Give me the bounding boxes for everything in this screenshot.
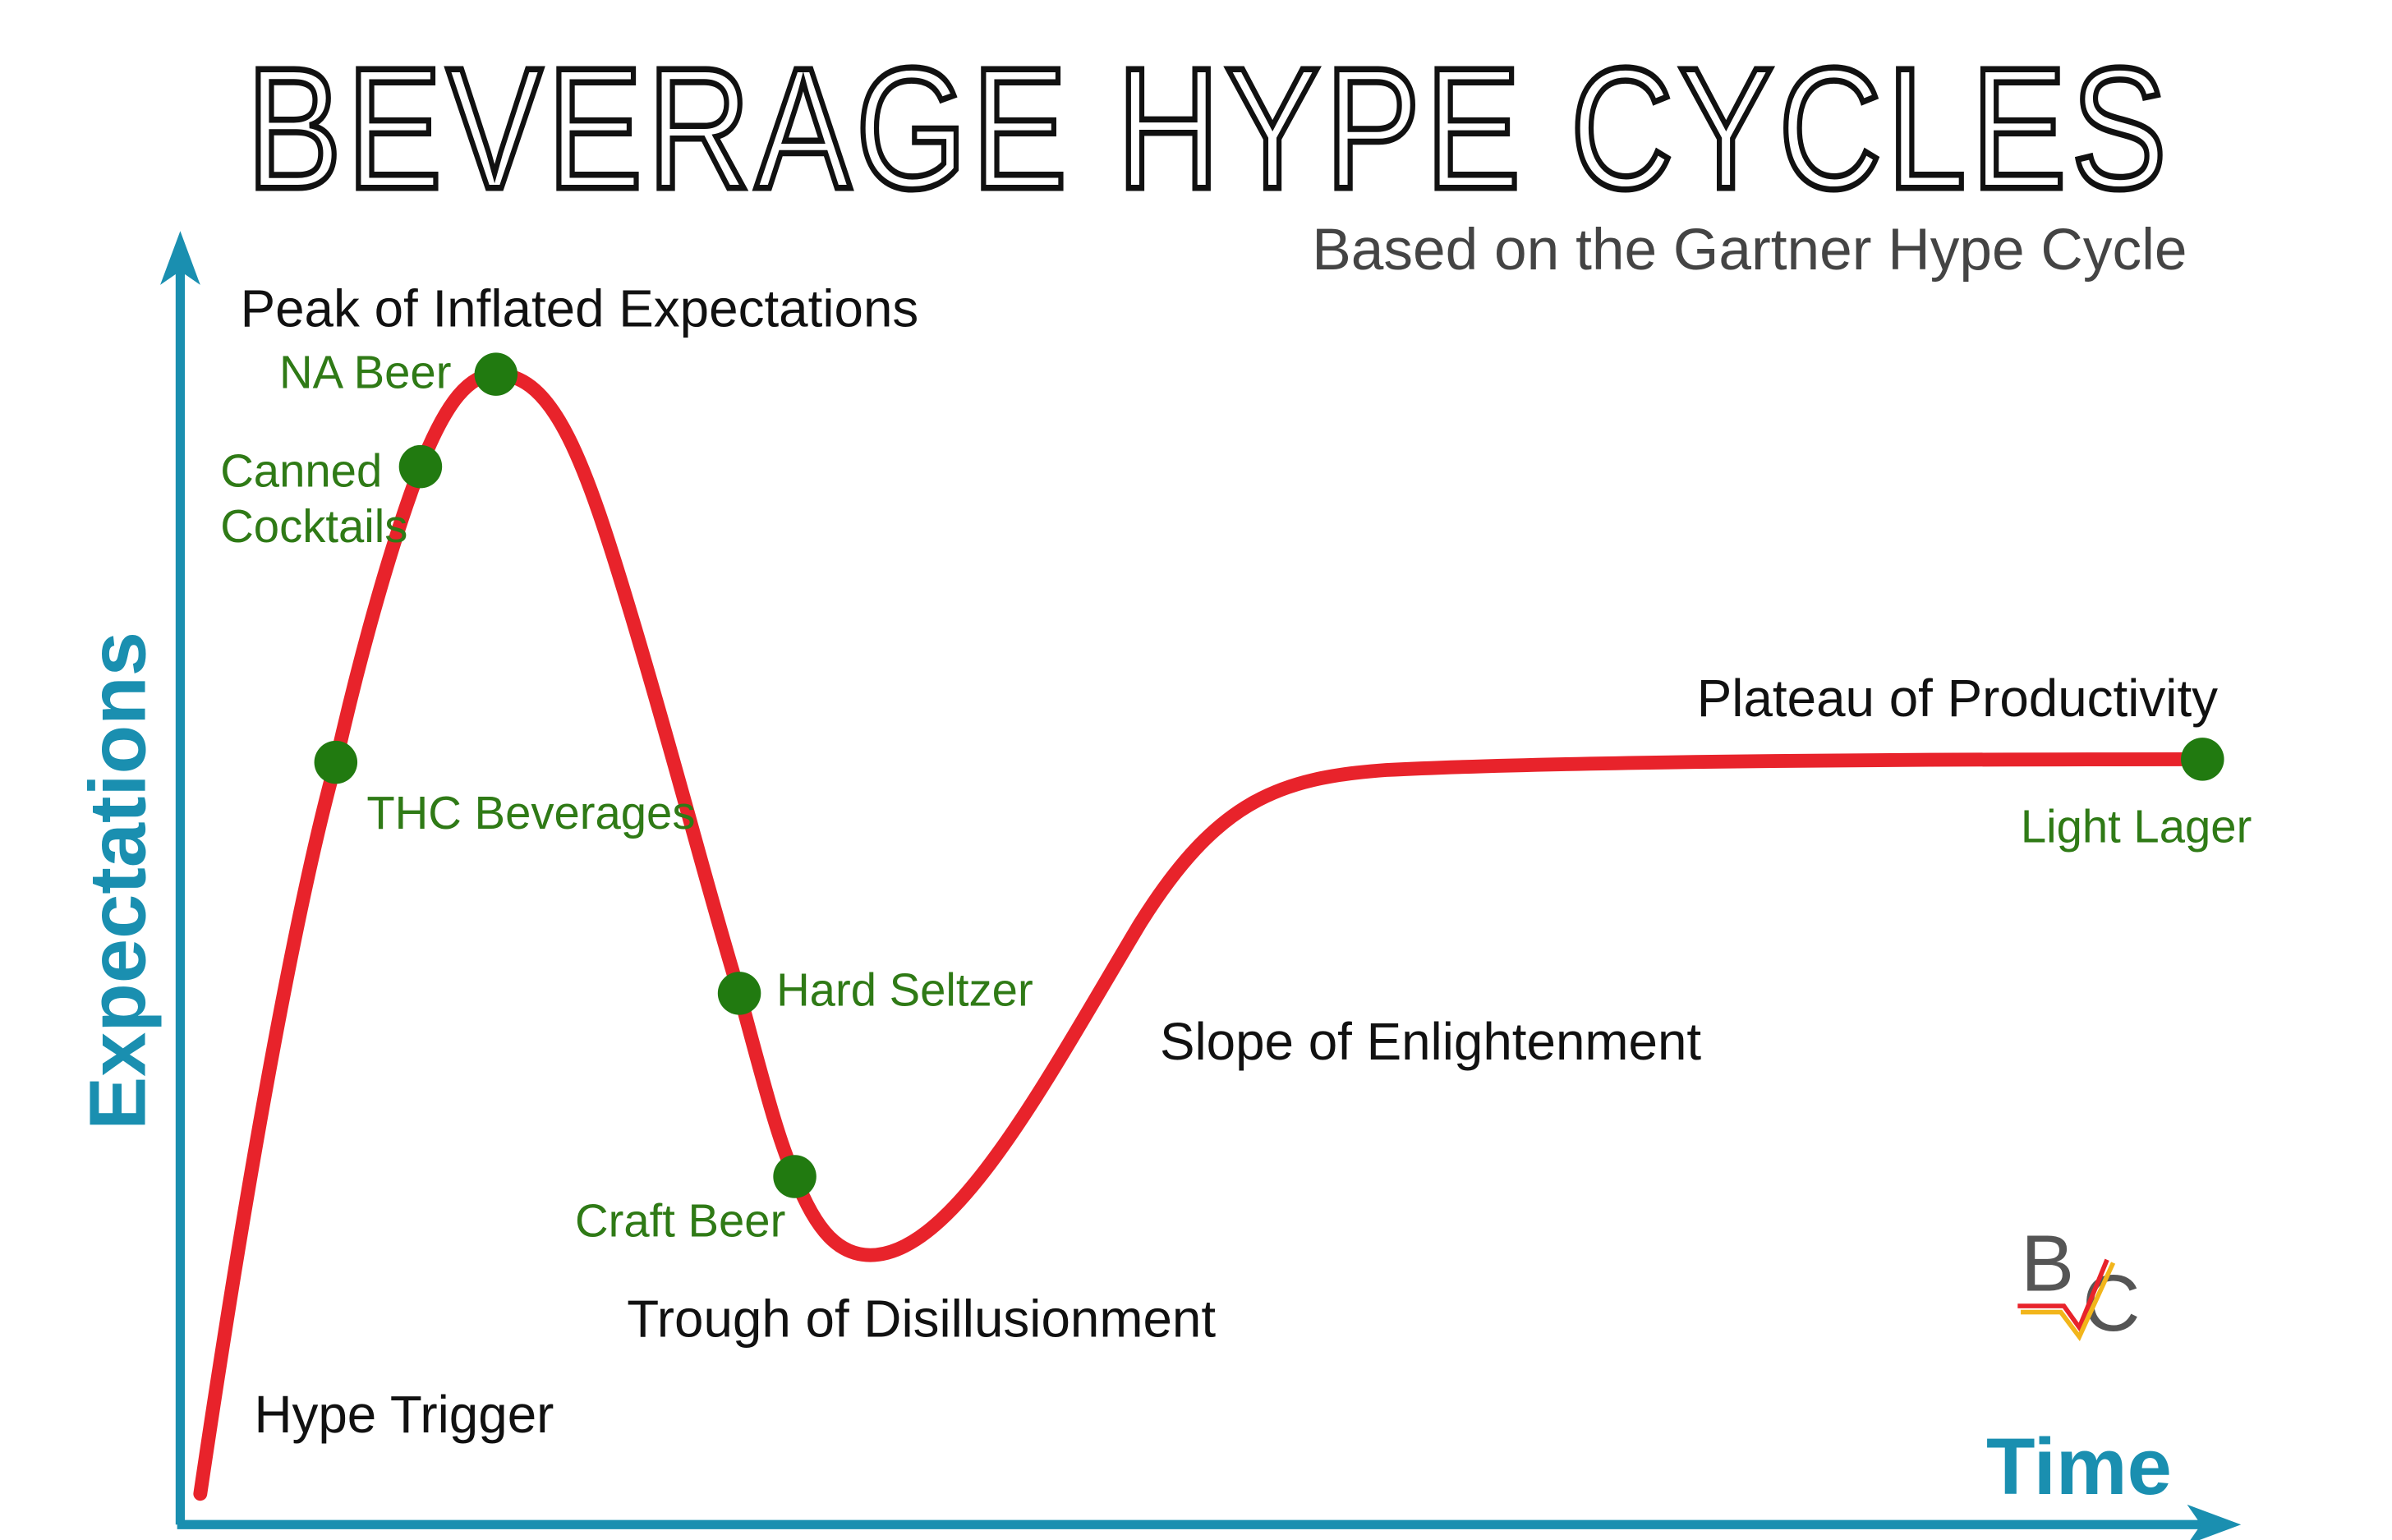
logo-letter: B xyxy=(2021,1218,2074,1308)
phase-label: Plateau of Productivity xyxy=(1697,669,2218,728)
phase-label: Peak of Inflated Expectations xyxy=(241,279,919,338)
logo-letter: C xyxy=(2082,1258,2140,1348)
item-dot xyxy=(717,972,761,1015)
x-arrow xyxy=(2187,1504,2242,1540)
y-arrow xyxy=(160,231,200,285)
subtitle: Based on the Gartner Hype Cycle xyxy=(1312,217,2187,283)
item-dot xyxy=(398,444,443,489)
phase-label: Slope of Enlightenment xyxy=(1160,1012,1701,1071)
item-label: NA Beer xyxy=(279,347,451,398)
item-label: Light Lager xyxy=(2021,801,2252,853)
item-dot xyxy=(773,1155,816,1198)
item-label: Hard Seltzer xyxy=(776,963,1033,1015)
logo: B C xyxy=(2017,1218,2140,1348)
item-label: Craft Beer xyxy=(575,1195,785,1247)
item-dot xyxy=(474,352,518,396)
y-axis-label: Expectations xyxy=(72,632,162,1130)
item-dot xyxy=(2181,738,2224,781)
phase-label: Hype Trigger xyxy=(254,1385,554,1444)
phase-label: Trough of Disillusionment xyxy=(627,1289,1216,1349)
logo-mark xyxy=(2017,1258,2109,1333)
x-axis-label: Time xyxy=(1986,1422,2172,1511)
item-label: Canned Cocktails xyxy=(220,445,407,553)
item-dot xyxy=(314,740,358,784)
logo-mark xyxy=(2021,1262,2116,1341)
title: BEVERAGE HYPE CYCLES xyxy=(246,32,2172,225)
item-label: THC Beverages xyxy=(366,787,695,839)
